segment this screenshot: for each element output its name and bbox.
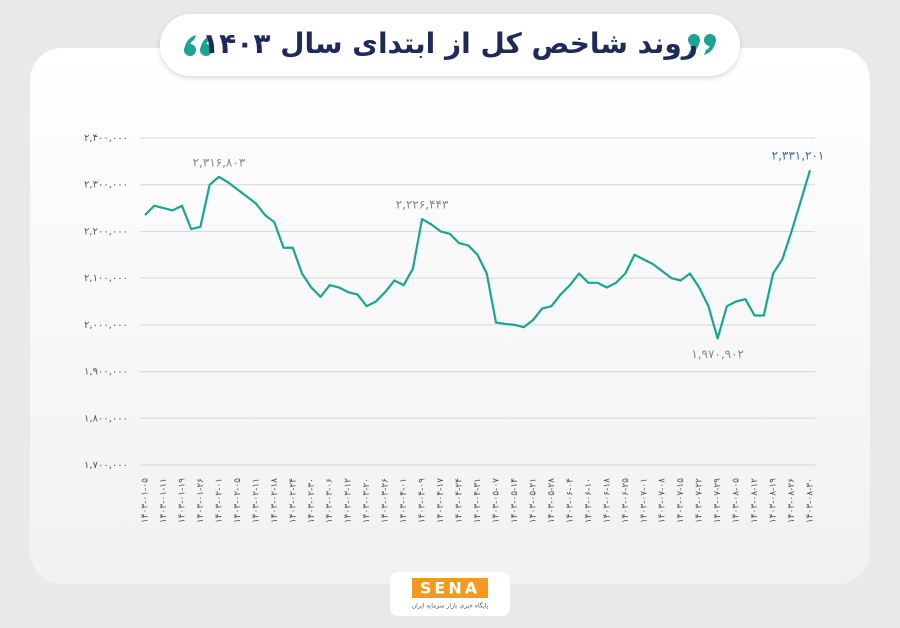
x-tick-label: ۱۴۰۳-۰۱-۱۹ [177,478,187,523]
x-tick-label: ۱۴۰۳-۰۵-۱۴ [510,478,520,523]
x-tick-label: ۱۴۰۳-۰۱-۱۱ [159,478,169,523]
x-tick-label: ۱۴۰۳-۰۷-۱۵ [676,478,686,523]
x-tick-label: ۱۴۰۳-۰۷-۰۱ [639,478,649,523]
x-tick-label: ۱۴۰۳-۰۲-۲۴ [288,478,298,523]
logo-bg [412,578,488,598]
x-tick-label: ۱۴۰۳-۰۴-۲۴ [455,478,465,523]
logo-caption: پایگاه خبری بازار سرمایه ایران [412,602,489,610]
y-tick-label: ۱,۷۰۰,۰۰۰ [84,460,128,471]
x-tick-label: ۱۴۰۳-۰۴-۱۷ [436,478,446,523]
x-tick-label: ۱۴۰۳-۰۸-۱۲ [750,478,760,523]
y-tick-label: ۲,۱۰۰,۰۰۰ [84,273,128,284]
data-label: ۲,۳۱۶,۸۰۳ [193,155,246,169]
data-label: ۱,۹۷۰,۹۰۲ [691,347,744,361]
y-tick-label: ۲,۴۰۰,۰۰۰ [84,133,128,144]
x-tick-label: ۱۴۰۳-۰۴-۰۱ [399,478,409,523]
x-tick-label: ۱۴۰۳-۰۷-۲۲ [695,478,705,523]
chart-title: روند شاخص کل از ابتدای سال ۱۴۰۳ [202,27,698,60]
data-label: ۲,۳۳۱,۲۰۱ [772,149,825,163]
title-pill [160,14,740,76]
x-tick-label: ۱۴۰۳-۰۳-۲۰ [362,478,372,523]
x-tick-label: ۱۴۰۳-۰۲-۳۰ [307,478,317,523]
x-tick-label: ۱۴۰۳-۰۴-۳۱ [473,478,483,523]
y-tick-label: ۲,۲۰۰,۰۰۰ [84,226,128,237]
data-label: ۲,۲۲۶,۴۴۳ [396,198,449,212]
y-tick-label: ۱,۸۰۰,۰۰۰ [84,413,128,424]
x-tick-label: ۱۴۰۳-۰۵-۲۸ [547,478,557,523]
x-tick-label: ۱۴۰۳-۰۲-۰۱ [214,478,224,523]
x-tick-label: ۱۴۰۳-۰۵-۰۷ [491,478,501,523]
line [144,169,812,340]
x-tick-label: ۱۴۰۳-۰۳-۰۶ [325,478,335,523]
panel [30,48,870,584]
x-tick-label: ۱۴۰۳-۰۷-۰۸ [658,478,668,523]
x-tick-label: ۱۴۰۳-۰۸-۱۹ [769,478,779,523]
x-tick-label: ۱۴۰۳-۰۲-۱۸ [270,478,280,523]
x-tick-label: ۱۴۰۳-۰۲-۱۱ [251,478,261,523]
x-tick-label: ۱۴۰۳-۰۱-۰۵ [141,478,151,523]
x-tick-label: ۱۴۰۳-۰۸-۲۶ [787,478,797,523]
x-tick-label: ۱۴۰۳-۰۶-۱۰ [584,478,594,523]
x-tick-label: ۱۴۰۳-۰۵-۲۱ [528,478,538,523]
x-tick-label: ۱۴۰۳-۰۷-۲۹ [713,478,723,523]
logo: SENA [420,579,480,598]
x-tick-label: ۱۴۰۳-۰۳-۱۲ [344,478,354,523]
x-tick-label: ۱۴۰۳-۰۱-۲۶ [196,478,206,523]
y-tick-label: ۲,۰۰۰,۰۰۰ [84,320,128,331]
x-tick-label: ۱۴۰۳-۰۶-۰۴ [565,478,575,523]
x-tick-label: ۱۴۰۳-۰۶-۱۸ [602,478,612,523]
x-tick-label: ۱۴۰۳-۰۸-۰۵ [732,478,742,523]
x-tick-label: ۱۴۰۳-۰۲-۰۵ [233,478,243,523]
x-tick-label: ۱۴۰۳-۰۴-۰۹ [418,478,428,523]
y-tick-label: ۲,۳۰۰,۰۰۰ [84,180,128,191]
x-tick-label: ۱۴۰۳-۰۳-۲۶ [381,478,391,523]
y-tick-label: ۱,۹۰۰,۰۰۰ [84,367,128,378]
x-tick-label: ۱۴۰۳-۰۶-۲۵ [621,478,631,523]
x-tick-label: ۱۴۰۳-۰۸-۳۰ [806,478,816,523]
quote-icons [184,34,716,56]
